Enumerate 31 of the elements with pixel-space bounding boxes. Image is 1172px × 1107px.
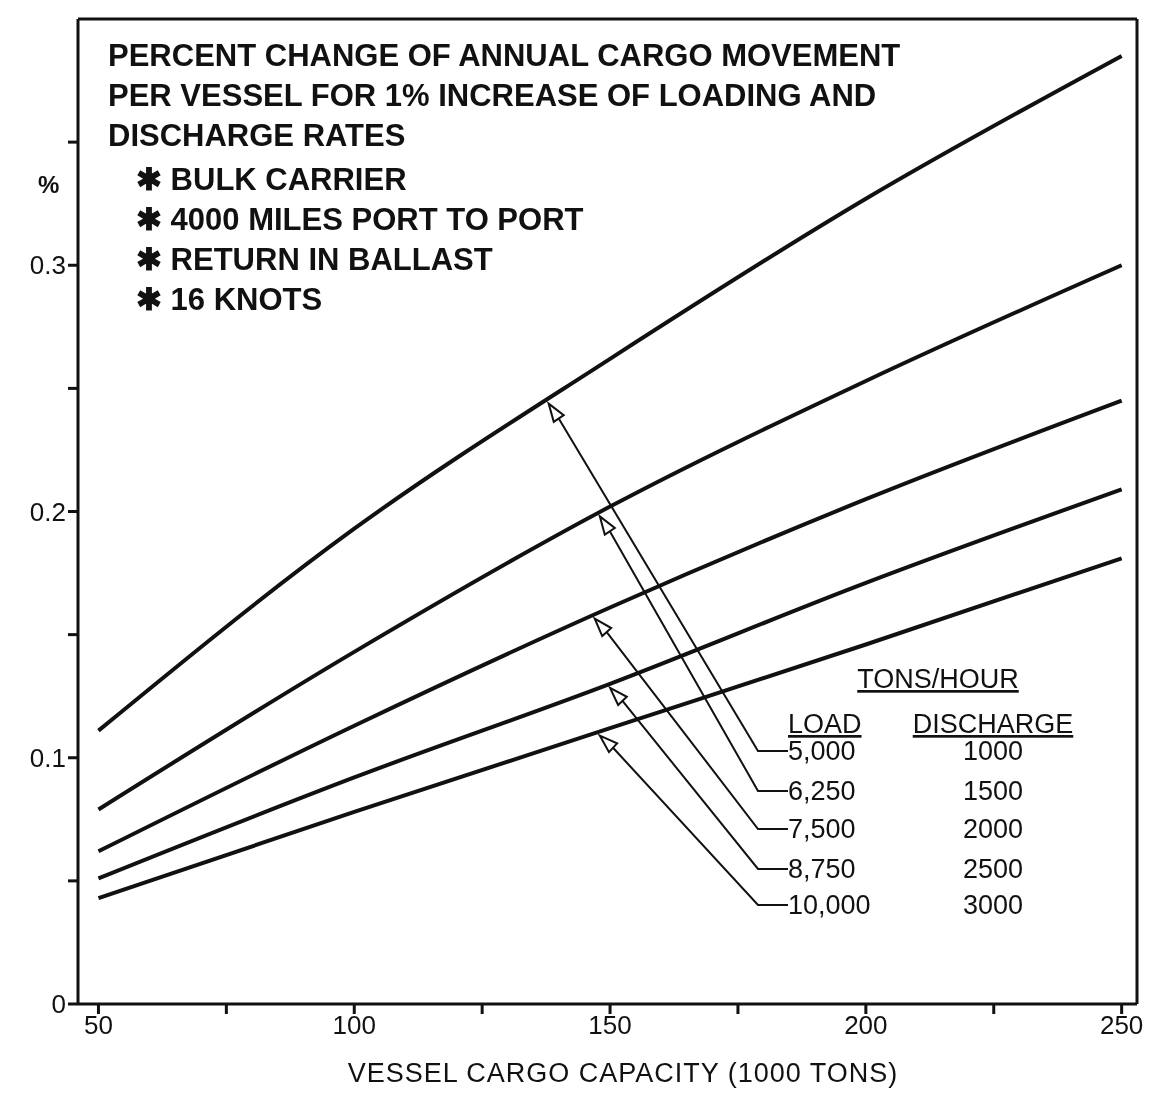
text: 7,500	[788, 814, 856, 844]
annotation: 1000	[962, 736, 1024, 766]
y-tick-label: 0.3	[29, 250, 66, 281]
annotation: 1500	[962, 776, 1024, 806]
y-tick-label: 0.2	[29, 496, 66, 527]
x-tick-label: 150	[588, 1010, 632, 1041]
annotation: ✱ RETURN IN BALLAST	[136, 241, 494, 279]
y-tick-label: 0	[51, 989, 66, 1020]
text: PERCENT CHANGE OF ANNUAL CARGO MOVEMENT PER VESSEL FOR 1% INCREASE OF LOADING AND DISCHARGE RATES	[108, 37, 902, 155]
text: 6,250	[788, 776, 856, 806]
text: 5,000	[788, 736, 856, 766]
y-axis-title: %	[38, 171, 60, 198]
legend-title: TONS/HOUR	[857, 664, 1019, 694]
x-tick-label: 50	[84, 1010, 113, 1041]
annotation: LOAD	[788, 709, 862, 739]
x-tick-label: 200	[844, 1010, 888, 1041]
annotation: ✱ 4000 MILES PORT TO PORT	[136, 201, 585, 239]
annotation: DISCHARGE	[912, 709, 1074, 739]
text: 8,750	[788, 854, 856, 884]
x-axis-title: VESSEL CARGO CAPACITY (1000 TONS)	[346, 1058, 900, 1089]
line-series	[96, 487, 1124, 881]
annotation: ✱ 16 KNOTS	[136, 281, 324, 319]
y-tick-label: 0.1	[29, 742, 66, 773]
annotation: ✱ BULK CARRIER	[136, 161, 408, 199]
x-tick-label: 250	[1099, 1010, 1144, 1041]
annotation: 2000	[962, 814, 1024, 844]
text: 10,000	[788, 890, 871, 920]
annotation: 2500	[962, 854, 1024, 884]
x-tick-label: 100	[332, 1010, 376, 1041]
annotation: 3000	[962, 890, 1024, 920]
line-series	[96, 398, 1124, 854]
